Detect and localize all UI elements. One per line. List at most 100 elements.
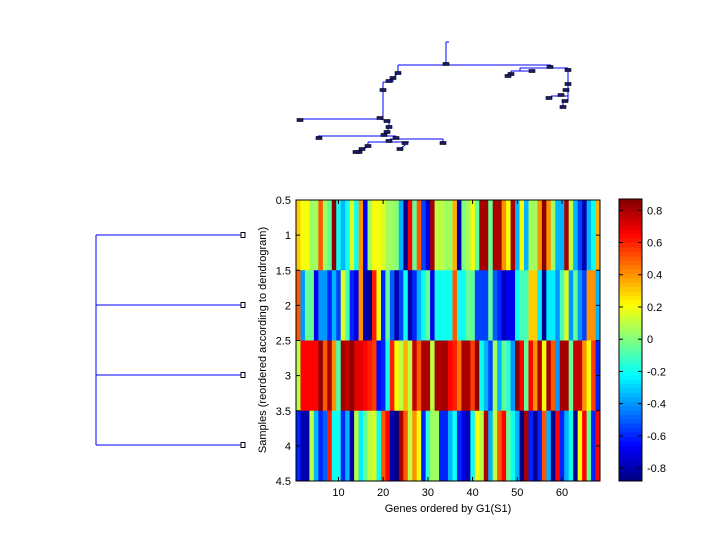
- heatmap-cell: [488, 270, 494, 341]
- colorbar-segment: [619, 410, 642, 416]
- heatmap-cell: [336, 200, 342, 271]
- dendrogram-leaf-marker: [401, 141, 409, 145]
- heatmap-cell: [380, 200, 386, 271]
- heatmap-cell: [358, 340, 364, 412]
- heatmap-cell: [532, 340, 538, 412]
- heatmap-cell: [577, 410, 583, 482]
- heatmap-cell: [304, 340, 310, 412]
- heatmap-cell: [354, 200, 359, 271]
- heatmap-cell: [358, 410, 364, 482]
- gene-dendrogram: [296, 41, 572, 154]
- colorbar-segment: [619, 362, 642, 367]
- colorbar-segment: [619, 229, 642, 235]
- dendrogram-leaf-marker: [442, 62, 450, 66]
- heatmap-cell: [412, 340, 418, 412]
- heatmap-cell: [363, 410, 368, 482]
- dendrogram-leaf-marker: [385, 125, 393, 129]
- y-axis-ticks: 0.5 1 1.5 2 2.5 3 3.5 4 4.5: [276, 195, 600, 488]
- colorbar-segment: [619, 199, 642, 204]
- heatmap-cell: [430, 270, 435, 341]
- heatmap-cell: [367, 410, 373, 482]
- heatmap-cell: [304, 200, 310, 271]
- heatmap-cell: [394, 410, 400, 482]
- heatmap-cell: [412, 270, 418, 341]
- heatmap-cell: [528, 270, 534, 341]
- heatmap-cell: [412, 200, 418, 271]
- heatmap-cell: [479, 410, 485, 482]
- colorbar-tick-label: -0.6: [647, 431, 666, 443]
- dendrogram-leaf-marker: [545, 96, 553, 100]
- heatmap-cell: [501, 340, 507, 412]
- heatmap-cell: [501, 270, 507, 341]
- heatmap-cell: [443, 270, 449, 341]
- heatmap-cell: [519, 200, 525, 271]
- heatmap-cell: [492, 410, 498, 482]
- dendrogram-leaf-marker: [392, 136, 400, 140]
- dendrogram-leaf-marker: [562, 88, 570, 92]
- x-tick-label: 10: [332, 487, 344, 499]
- heatmap-cell: [372, 270, 377, 341]
- heatmap-cell: [412, 410, 418, 482]
- heatmap-cell: [448, 410, 453, 482]
- colorbar-segment: [619, 353, 642, 359]
- colorbar-tick-label: 0.6: [647, 238, 662, 250]
- colorbar-segment: [619, 243, 642, 248]
- colorbar-segment: [619, 467, 642, 473]
- heatmap: [296, 200, 601, 482]
- heatmap-cell: [398, 410, 404, 482]
- heatmap-cell: [550, 340, 556, 412]
- colorbar-segment: [619, 309, 642, 315]
- dendrogram-leaf-marker: [439, 141, 447, 145]
- heatmap-cell: [389, 410, 395, 482]
- x-tick-label: 60: [556, 487, 568, 499]
- heatmap-cell: [313, 270, 319, 341]
- colorbar-segment: [619, 392, 642, 398]
- colorbar-segment: [619, 344, 642, 350]
- heatmap-cell: [327, 410, 333, 482]
- heatmap-cell: [550, 200, 556, 271]
- colorbar: [619, 199, 642, 482]
- heatmap-cell: [528, 340, 534, 412]
- heatmap-cell: [582, 200, 587, 271]
- heatmap-cell: [568, 340, 574, 412]
- y-tick-label: 3.5: [276, 406, 291, 418]
- colorbar-segment: [619, 265, 642, 270]
- dendrogram-leaf-marker: [379, 88, 387, 92]
- x-tick-label: 30: [422, 487, 434, 499]
- heatmap-cell: [582, 410, 587, 482]
- heatmap-cell: [537, 200, 543, 271]
- heatmap-cell: [313, 340, 319, 412]
- heatmap-cell: [524, 200, 529, 271]
- colorbar-segment: [619, 357, 642, 363]
- colorbar-segment: [619, 388, 642, 394]
- heatmap-cell: [309, 200, 315, 271]
- heatmap-cell: [573, 270, 579, 341]
- colorbar-segment: [619, 414, 642, 420]
- heatmap-cell: [331, 410, 337, 482]
- colorbar-segment: [619, 419, 642, 425]
- heatmap-cell: [555, 200, 561, 271]
- colorbar-tick-label: 0.8: [647, 205, 662, 217]
- heatmap-cell: [546, 410, 552, 482]
- dendrogram-leaf-marker: [561, 99, 569, 103]
- heatmap-cell: [425, 270, 431, 341]
- heatmap-cell: [524, 410, 529, 482]
- heatmap-cell: [448, 270, 453, 341]
- heatmap-cell: [510, 340, 516, 412]
- colorbar-segment: [619, 317, 642, 323]
- heatmap-cell: [492, 270, 498, 341]
- dendrogram-leaf-marker: [564, 68, 572, 72]
- heatmap-cell: [336, 410, 342, 482]
- heatmap-cell: [372, 200, 377, 271]
- dendrogram-leaf-marker: [315, 136, 323, 140]
- heatmap-cell: [559, 340, 565, 412]
- colorbar-segment: [619, 445, 642, 451]
- heatmap-cell: [591, 200, 596, 271]
- colorbar-tick-label: 0.2: [647, 302, 662, 314]
- heatmap-cell: [394, 340, 400, 412]
- colorbar-segment: [619, 366, 642, 372]
- heatmap-cell: [434, 270, 440, 341]
- colorbar-segment: [619, 304, 642, 310]
- heatmap-cell: [564, 200, 570, 271]
- heatmap-cell: [492, 200, 498, 271]
